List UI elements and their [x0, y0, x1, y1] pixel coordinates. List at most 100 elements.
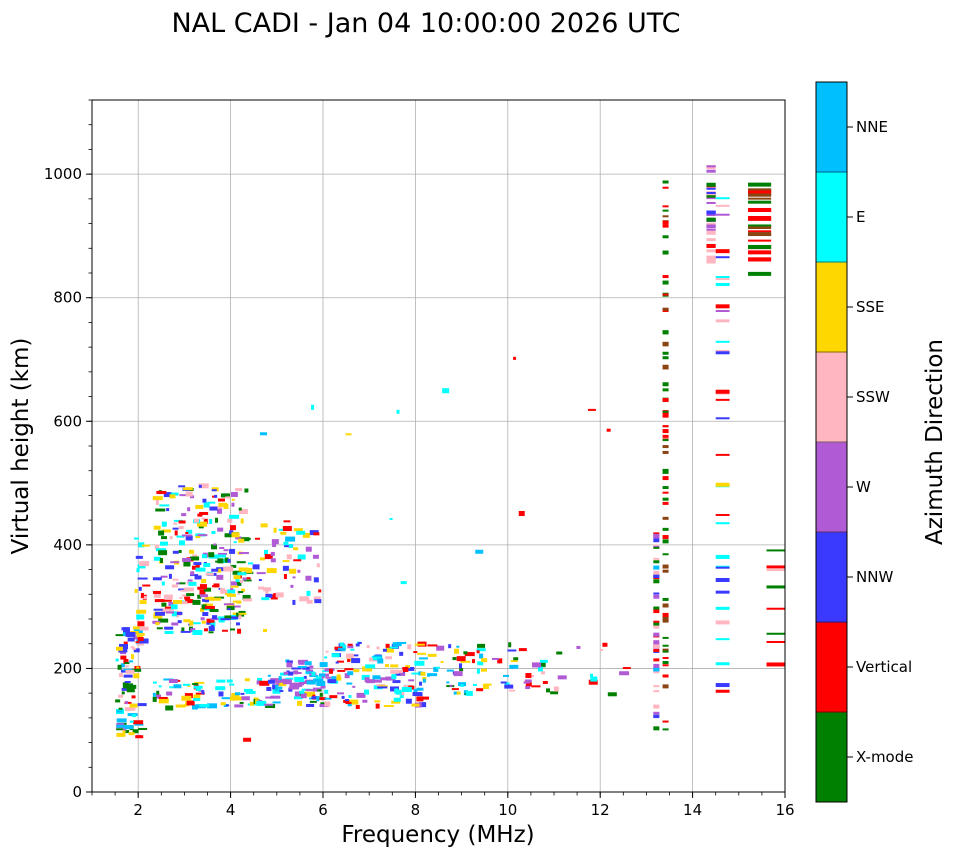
echo-point: [220, 559, 228, 564]
echo-point: [158, 685, 162, 688]
echo-point: [246, 568, 253, 574]
y-tick-label: 1000: [44, 165, 82, 183]
y-tick-label: 0: [72, 783, 82, 801]
echo-point: [211, 530, 216, 534]
echo-point: [229, 525, 236, 531]
echo-point: [653, 671, 660, 674]
echo-point: [350, 648, 355, 651]
colorbar-segment: [816, 442, 847, 533]
echo-point: [297, 554, 306, 560]
echo-point: [265, 593, 273, 598]
echo-point: [224, 615, 232, 620]
echo-point: [211, 568, 219, 572]
echo-point: [214, 596, 225, 599]
echo-point: [453, 691, 459, 695]
echo-point: [399, 651, 404, 656]
echo-point: [372, 675, 381, 680]
echo-point: [170, 492, 179, 496]
y-tick-label: 200: [53, 659, 82, 677]
echo-point: [297, 665, 307, 668]
echo-point: [408, 679, 415, 682]
colorbar-segment: [816, 82, 847, 173]
echo-point: [284, 545, 294, 548]
echo-point: [159, 504, 170, 507]
echo-point: [123, 641, 128, 646]
echo-point: [283, 541, 289, 546]
echo-point: [198, 483, 209, 489]
echo-point: [245, 690, 256, 694]
echo-point: [399, 695, 404, 699]
echo-point: [164, 626, 174, 630]
echo-point: [211, 489, 217, 492]
echo-point: [328, 668, 333, 674]
echo-point: [206, 596, 215, 601]
echo-point: [400, 672, 406, 676]
echo-point: [122, 630, 126, 636]
echo-point: [766, 607, 785, 610]
echo-point: [240, 518, 244, 524]
echo-point: [225, 496, 231, 499]
echo-point: [139, 600, 147, 605]
echo-point: [311, 404, 315, 410]
echo-point: [313, 596, 321, 601]
echo-point: [292, 576, 296, 579]
echo-point: [201, 554, 207, 559]
echo-point: [662, 674, 669, 678]
echo-point: [293, 696, 303, 700]
echo-point: [178, 588, 188, 591]
echo-point: [135, 555, 143, 559]
echo-point: [226, 606, 235, 611]
echo-point: [653, 640, 660, 645]
echo-point: [766, 662, 785, 667]
echo-point: [416, 652, 426, 655]
echo-point: [576, 645, 581, 649]
echo-point: [766, 640, 785, 643]
echo-point: [314, 599, 322, 604]
echo-point: [653, 715, 660, 719]
echo-point: [366, 645, 370, 649]
echo-point: [270, 551, 275, 556]
echo-point: [392, 642, 402, 647]
echo-point: [153, 556, 161, 561]
echo-point: [238, 615, 242, 620]
echo-point: [229, 514, 240, 519]
echo-point: [653, 570, 660, 575]
echo-point: [662, 429, 669, 434]
echo-point: [270, 678, 281, 684]
echo-point: [244, 488, 249, 493]
echo-point: [537, 666, 543, 672]
y-tick-label: 800: [53, 289, 82, 307]
echo-point: [232, 612, 238, 617]
echo-point: [662, 293, 669, 296]
echo-point: [662, 351, 669, 355]
echo-point: [653, 606, 660, 610]
echo-point: [263, 587, 272, 592]
echo-point: [715, 662, 730, 666]
echo-point: [376, 646, 380, 650]
echo-point: [192, 630, 203, 636]
echo-point: [500, 681, 507, 684]
echo-point: [382, 648, 387, 652]
echo-point: [318, 589, 322, 593]
echo-point: [706, 169, 716, 173]
echo-point: [715, 319, 730, 323]
echo-point: [662, 235, 669, 239]
echo-point: [324, 656, 328, 659]
echo-point: [256, 700, 267, 706]
echo-point: [477, 661, 484, 666]
echo-point: [227, 608, 231, 611]
echo-point: [662, 382, 669, 387]
echo-point: [427, 644, 438, 647]
echo-point: [715, 566, 730, 569]
echo-point: [179, 494, 189, 497]
echo-point: [258, 586, 265, 590]
echo-point: [116, 718, 127, 723]
echo-point: [164, 630, 174, 634]
echo-point: [460, 683, 464, 687]
echo-point: [299, 680, 308, 684]
axes: 2 4 6 8 10 12 14 16 0 200 400 600 800 1000: [44, 99, 795, 819]
echo-point: [124, 680, 131, 683]
echo-point: [183, 704, 187, 707]
echo-point: [300, 693, 307, 699]
colorbar-segment: [816, 712, 847, 803]
